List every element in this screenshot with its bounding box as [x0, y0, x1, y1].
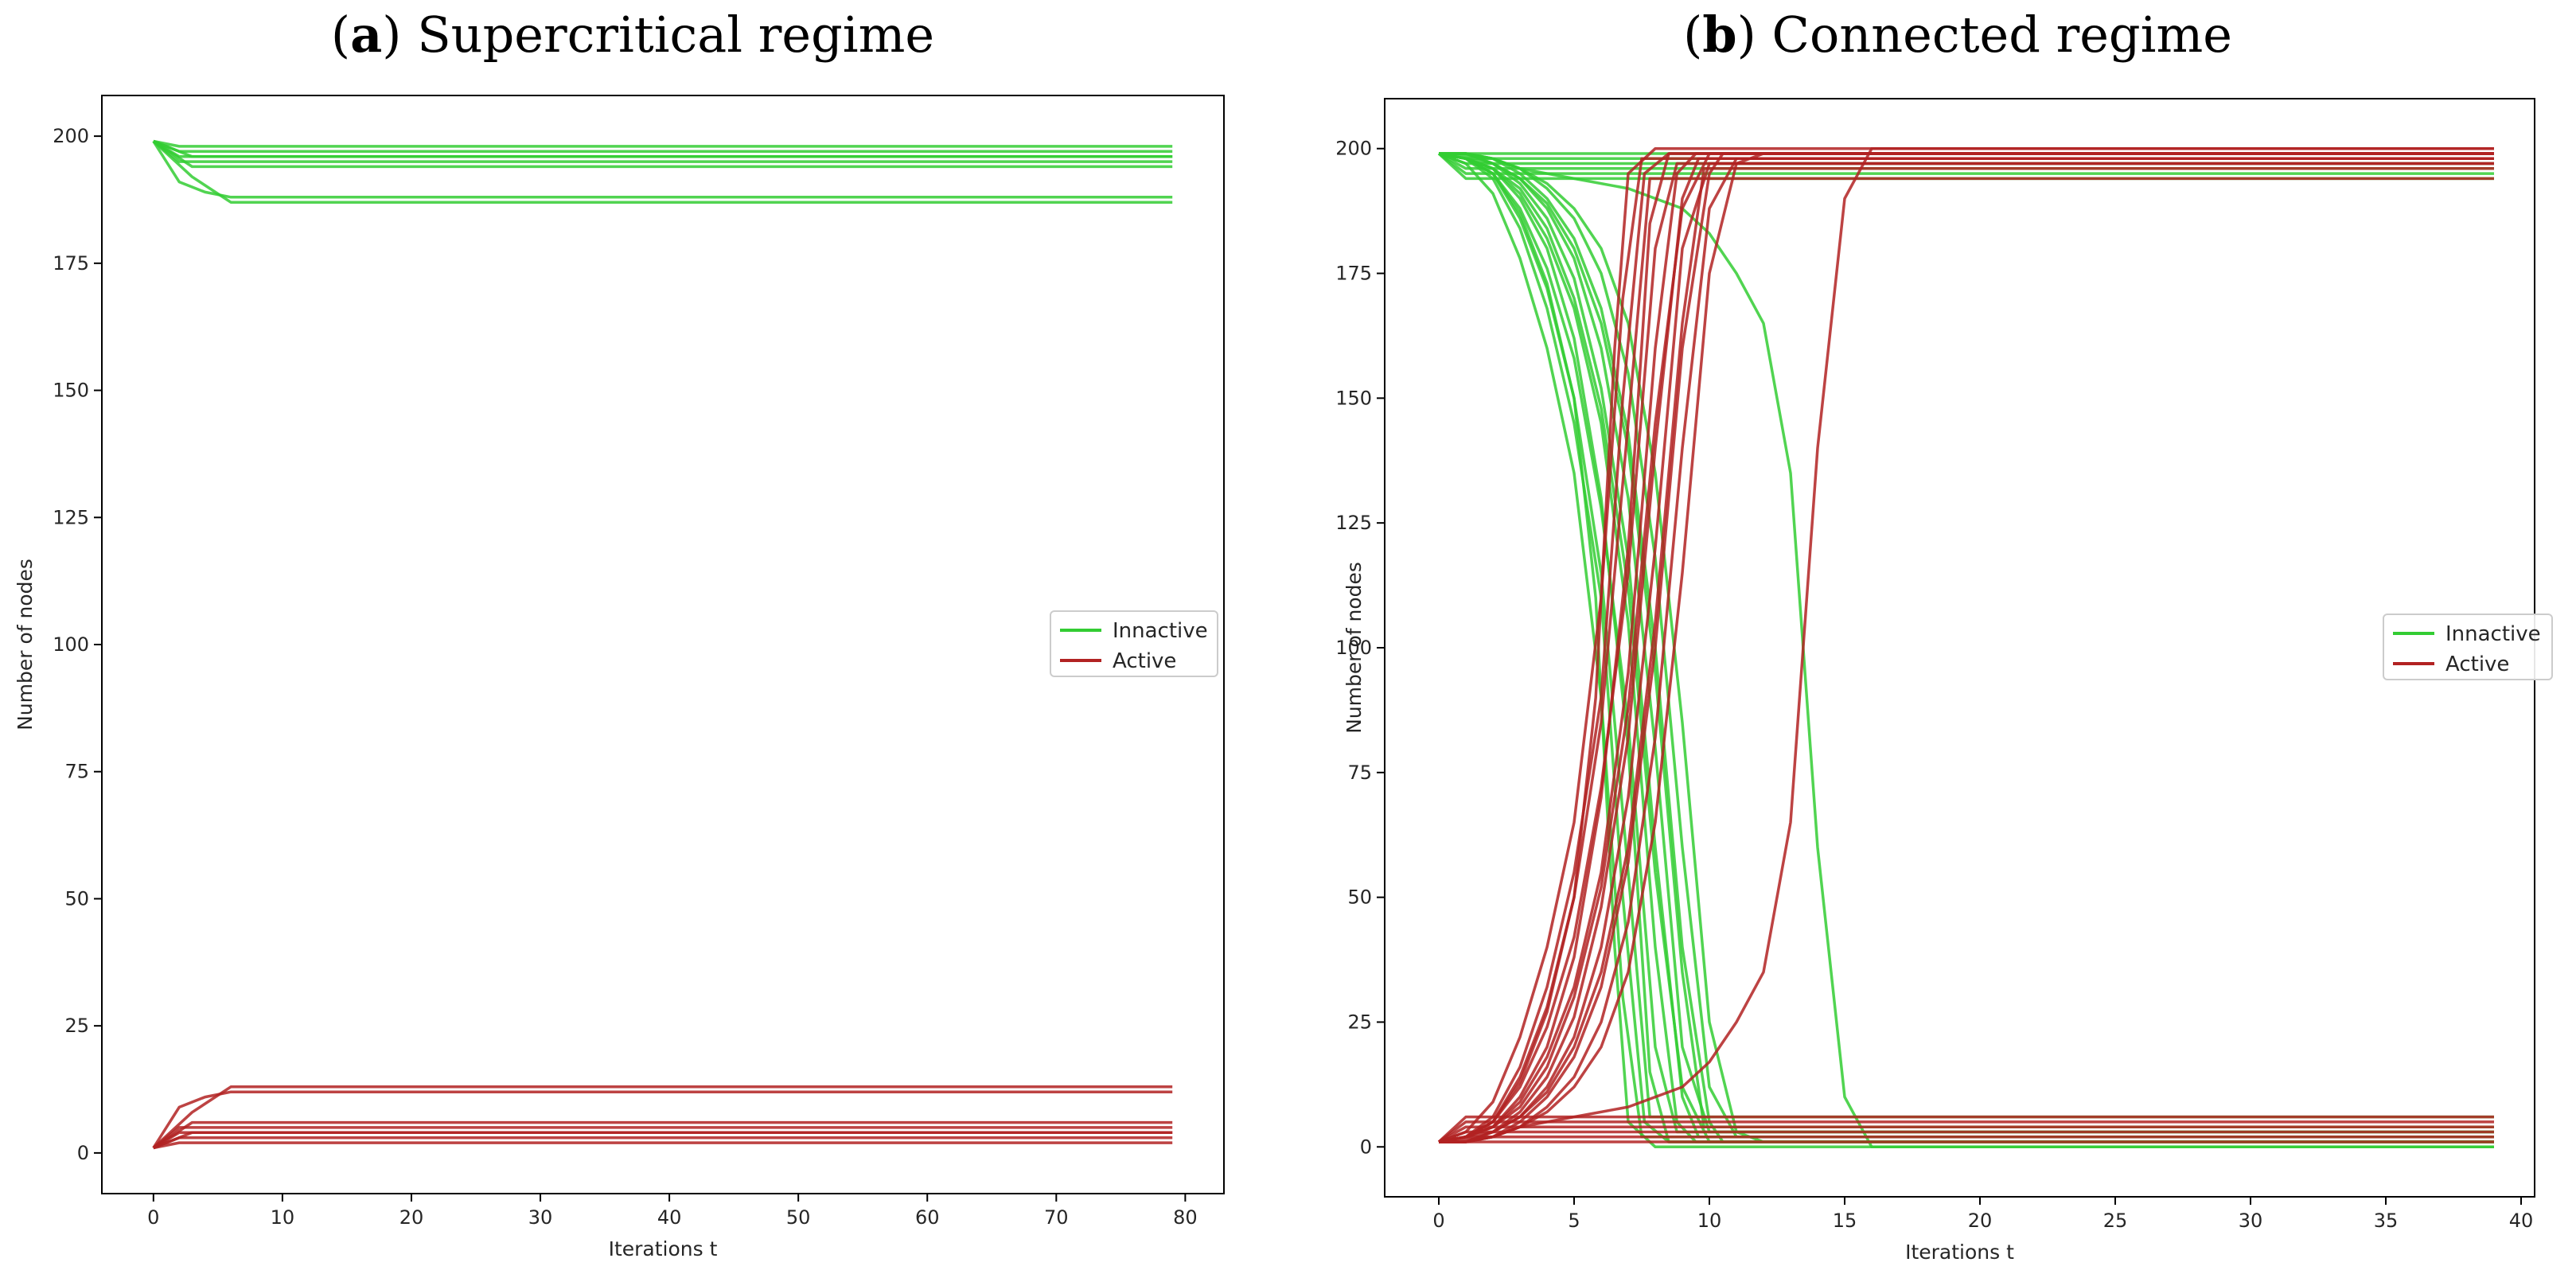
x-tick-label: 10 — [1697, 1210, 1722, 1232]
innactive-series-line-3 — [153, 139, 1173, 158]
active-series-line-7 — [152, 1085, 1173, 1149]
active-series-line-17 — [1438, 1130, 2494, 1143]
y-tick-label: 175 — [1335, 263, 1372, 285]
series-group — [152, 139, 1173, 1150]
panel-a-letter: a — [350, 6, 383, 64]
active-series-line-2 — [1438, 152, 2494, 1143]
legend-label-active: Active — [1113, 649, 1176, 673]
x-tick-label: 30 — [528, 1206, 553, 1229]
innactive-series-line-6 — [152, 140, 1173, 199]
innactive-series-line-12 — [1439, 152, 2494, 1128]
innactive-series-line-2 — [1438, 152, 2494, 1143]
active-series-line-7 — [1438, 152, 2494, 1143]
active-series-line-3 — [153, 1131, 1173, 1150]
active-series-line-18 — [1438, 1125, 2494, 1143]
innactive-series-line-0 — [153, 139, 1173, 148]
panel-b-letter: b — [1702, 6, 1737, 64]
y-tick-label: 75 — [1347, 762, 1372, 784]
y-tick-label: 175 — [53, 252, 89, 275]
x-tick-label: 5 — [1568, 1210, 1580, 1232]
active-series-line-12 — [1439, 167, 2494, 1143]
y-tick-label: 0 — [1360, 1136, 1372, 1158]
legend-label-active: Active — [2445, 653, 2509, 676]
x-tick-label: 0 — [1432, 1210, 1444, 1232]
active-series-line-13 — [1438, 177, 2494, 1143]
y-tick-label: 25 — [1347, 1011, 1372, 1033]
active-series-line-14 — [1438, 146, 2494, 1143]
active-series-line-16 — [1438, 1135, 2494, 1143]
legend-label-innactive: Innactive — [2445, 622, 2541, 646]
innactive-series-line-7 — [1438, 152, 2494, 1143]
active-series-line-20 — [1437, 1115, 2494, 1143]
x-tick-label: 70 — [1044, 1206, 1069, 1229]
y-tick-label: 100 — [1335, 637, 1372, 659]
x-tick-label: 50 — [786, 1206, 811, 1229]
y-tick-label: 50 — [64, 887, 89, 910]
innactive-series-line-14 — [1438, 152, 2494, 1149]
y-tick-label: 75 — [64, 761, 89, 783]
innactive-series-line-13 — [1438, 152, 2494, 1119]
innactive-series-line-18 — [1438, 152, 2494, 170]
x-tick-label: 25 — [2103, 1210, 2128, 1232]
x-tick-label: 10 — [271, 1206, 295, 1229]
x-axis-label: Iterations t — [609, 1237, 718, 1260]
x-tick-label: 20 — [1968, 1210, 1993, 1232]
legend: Innactive Active — [2383, 614, 2553, 680]
y-axis-label: Number of nodes — [14, 559, 37, 730]
y-tick-label: 150 — [53, 380, 89, 402]
legend: Innactive Active — [1050, 610, 1218, 677]
innactive-series-line-5 — [152, 140, 1173, 169]
y-tick-label: 25 — [64, 1015, 89, 1037]
x-tick-label: 40 — [657, 1206, 682, 1229]
x-axis-label: Iterations t — [1905, 1241, 2014, 1264]
y-axis-label: Number of nodes — [1343, 562, 1366, 734]
legend-label-innactive: Innactive — [1113, 619, 1208, 643]
y-tick-label: 125 — [1335, 512, 1372, 534]
active-series-line-0 — [153, 1141, 1173, 1150]
panel-b-title: (b) Connected regime — [1683, 6, 2232, 64]
x-tick-label: 60 — [915, 1206, 940, 1229]
series-group — [1437, 146, 2494, 1149]
active-series-line-5 — [152, 1120, 1173, 1149]
x-tick-label: 20 — [399, 1206, 424, 1229]
y-tick-label: 125 — [53, 506, 89, 528]
panel-b-title-text: Connected regime — [1771, 6, 2232, 64]
x-tick-label: 15 — [1833, 1210, 1857, 1232]
panel-a-title-text: Supercritical regime — [417, 6, 935, 64]
x-tick-label: 30 — [2239, 1210, 2263, 1232]
active-series-line-6 — [152, 1090, 1173, 1149]
x-tick-label: 0 — [147, 1206, 159, 1229]
x-tick-label: 35 — [2374, 1210, 2399, 1232]
y-tick-label: 200 — [53, 125, 89, 147]
y-tick-label: 200 — [1335, 138, 1372, 160]
y-tick-label: 0 — [77, 1142, 89, 1164]
y-tick-label: 150 — [1335, 387, 1372, 409]
panel-a-title: (a) Supercritical regime — [330, 6, 935, 64]
y-tick-label: 50 — [1347, 886, 1372, 909]
x-tick-label: 40 — [2509, 1210, 2534, 1232]
x-tick-label: 80 — [1173, 1206, 1198, 1229]
innactive-series-line-7 — [152, 140, 1173, 204]
y-tick-label: 100 — [53, 633, 89, 656]
chart-panel-a: 0 10 20 30 40 50 60 70 80 0 25 50 75 100 125 150 175 200 I… — [14, 95, 1225, 1260]
